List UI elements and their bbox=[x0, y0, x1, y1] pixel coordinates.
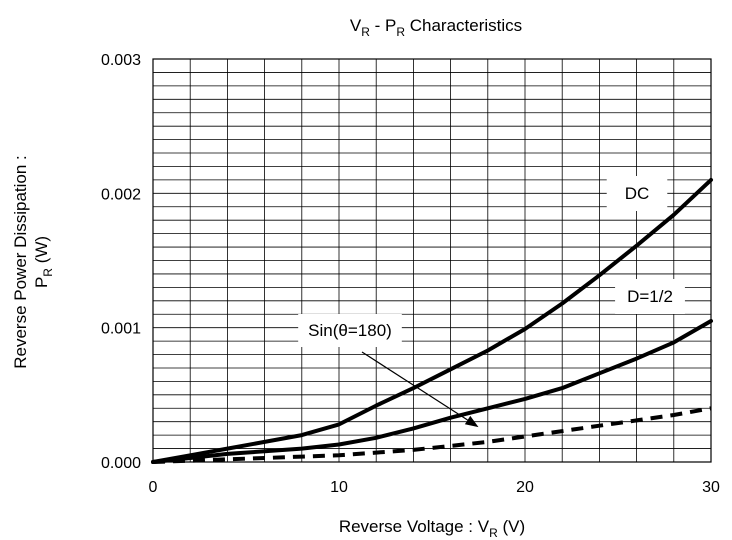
grid bbox=[153, 59, 711, 462]
y-axis-label-tail: (W) bbox=[32, 236, 51, 268]
y-tick-label: 0.000 bbox=[101, 455, 141, 472]
dc-label-group: DC bbox=[606, 176, 668, 211]
chart-title-sub-r2: R bbox=[396, 25, 405, 39]
sin-label: Sin(θ=180) bbox=[308, 321, 392, 340]
series-line-sin-180 bbox=[152, 406, 712, 464]
x-axis-label: Reverse Voltage : VR (V) bbox=[339, 517, 525, 540]
chart-title-tail: Characteristics bbox=[405, 16, 522, 35]
series-line-dc bbox=[151, 177, 713, 464]
x-axis-label-tail: (V) bbox=[498, 517, 525, 536]
sin-arrow-line bbox=[361, 351, 468, 421]
half-label: D=1/2 bbox=[627, 287, 673, 306]
chart-title-v: V bbox=[350, 16, 362, 35]
x-axis-ticks: 0 10 20 30 bbox=[149, 479, 720, 496]
half-label-group: D=1/2 bbox=[615, 279, 685, 314]
y-tick-label: 0.002 bbox=[101, 186, 141, 203]
dc-label-bg bbox=[606, 176, 668, 211]
x-tick-label: 30 bbox=[702, 479, 720, 496]
sin-label-group: Sin(θ=180) bbox=[298, 314, 479, 428]
y-tick-label: 0.003 bbox=[101, 52, 141, 69]
sin-arrowhead bbox=[464, 415, 479, 428]
x-axis-label-sub: R bbox=[489, 526, 498, 540]
y-axis-label-line2: PR (W) bbox=[32, 236, 55, 288]
plot-frame bbox=[152, 58, 712, 463]
dc-label: DC bbox=[625, 184, 650, 203]
series-lines bbox=[151, 177, 713, 464]
sin-label-bg bbox=[298, 314, 402, 347]
x-axis-label-main: Reverse Voltage : V bbox=[339, 517, 490, 536]
y-axis-label: Reverse Power Dissipation : PR (W) bbox=[11, 155, 55, 369]
y-axis-label-line1: Reverse Power Dissipation : bbox=[11, 155, 30, 369]
half-label-bg bbox=[615, 279, 685, 314]
y-axis-ticks: 0.000 0.001 0.002 0.003 bbox=[101, 52, 141, 472]
y-axis-label-sub: R bbox=[41, 268, 55, 277]
chart-title-mid: - P bbox=[370, 16, 396, 35]
chart-title-sub-r1: R bbox=[361, 25, 370, 39]
series-line-half-duty bbox=[151, 319, 713, 464]
x-tick-label: 20 bbox=[516, 479, 534, 496]
y-tick-label: 0.001 bbox=[101, 321, 141, 338]
x-tick-label: 10 bbox=[330, 479, 348, 496]
y-axis-label-p: P bbox=[32, 277, 51, 288]
chart-title: VR - PR Characteristics bbox=[350, 16, 522, 39]
x-tick-label: 0 bbox=[149, 479, 158, 496]
